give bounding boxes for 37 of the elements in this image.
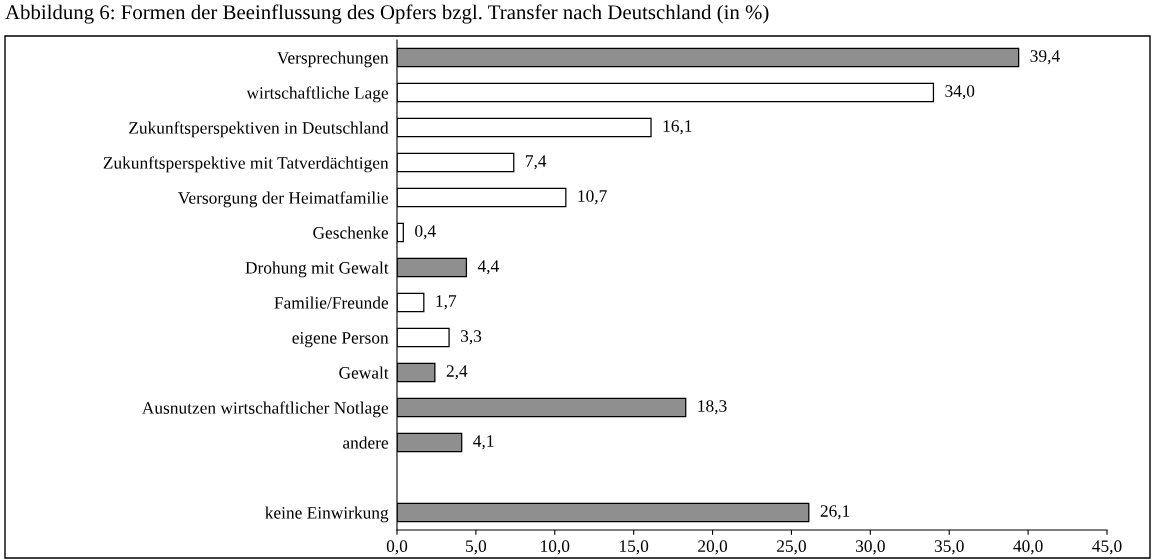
x-tick-label: 10,0 <box>541 540 570 555</box>
data-label: 4,1 <box>473 435 494 450</box>
x-tick-label: 40,0 <box>1013 540 1043 555</box>
x-tick-label: 25,0 <box>777 540 806 555</box>
y-tick-label: Versprechungen <box>277 51 389 68</box>
y-tick-label: Zukunftsperspektiven in Deutschland <box>129 121 389 138</box>
x-tick-label: 0,0 <box>386 540 408 555</box>
y-tick-label: andere <box>343 436 389 449</box>
x-tick-label: 30,0 <box>855 540 885 555</box>
y-tick-label: Gewalt <box>339 366 389 379</box>
y-tick-label: Familie/Freunde <box>274 296 389 309</box>
y-tick-label: Versorgung der Heimatfamilie <box>178 191 389 208</box>
data-label: 7,4 <box>526 155 547 170</box>
y-tick-label: Ausnutzen wirtschaftlicher Notlage <box>142 401 389 418</box>
x-tick-label: 35,0 <box>934 540 964 555</box>
chart-title: Abbildung 6: Formen der Beeinflussung des Opfers bzgl. Transfer nach Deutschland (in %) <box>5 4 769 24</box>
data-label: 4,4 <box>477 260 499 275</box>
data-label: 3,3 <box>461 330 482 345</box>
y-tick-label: keine Einwirkung <box>265 506 389 523</box>
x-tick-label: 5,0 <box>466 540 487 555</box>
y-tick-label: wirtschaftliche Lage <box>246 86 389 103</box>
data-label: 1,7 <box>436 295 457 310</box>
data-label: 2,4 <box>446 365 468 380</box>
data-label: 34,0 <box>945 85 975 100</box>
data-label: 16,1 <box>663 120 692 135</box>
y-tick-label: Zukunftsperspektive mit Tatverdächtigen <box>103 156 389 173</box>
y-tick-label: Geschenke <box>313 226 389 239</box>
x-tick-label: 45,0 <box>1092 540 1122 555</box>
y-tick-label: Drohung mit Gewalt <box>245 261 389 278</box>
data-label: 18,3 <box>698 400 727 415</box>
data-label: 26,1 <box>820 505 850 520</box>
data-label: 0,4 <box>415 225 436 240</box>
data-label: 10,7 <box>578 190 607 205</box>
x-tick-label: 20,0 <box>698 540 728 555</box>
x-tick-label: 15,0 <box>620 540 649 555</box>
y-tick-label: eigene Person <box>292 332 389 348</box>
data-label: 39,4 <box>1030 50 1060 65</box>
